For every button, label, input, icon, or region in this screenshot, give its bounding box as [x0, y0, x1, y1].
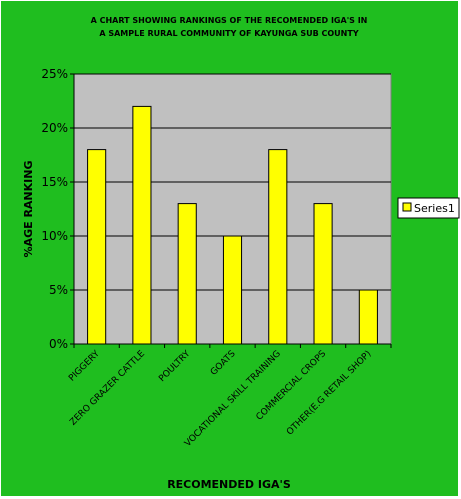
y-tick-label: 20%: [41, 121, 68, 135]
bar: [313, 203, 333, 345]
bar: [358, 289, 378, 345]
y-tick-label: 15%: [41, 175, 68, 189]
bar: [87, 149, 107, 345]
bar: [132, 105, 152, 345]
chart-title: A CHART SHOWING RANKINGS OF THE RECOMEND…: [91, 16, 368, 25]
legend-label-series1: Series1: [414, 202, 455, 215]
y-tick-labels: 0% 5% 10% 15% 20% 25%: [41, 67, 74, 351]
bar: [177, 203, 197, 345]
bar: [222, 235, 243, 345]
legend: Series1: [397, 197, 460, 219]
y-tick-label: 10%: [41, 229, 68, 243]
legend-swatch: [402, 202, 412, 212]
y-tick-label: 0%: [49, 337, 68, 351]
chart-subtitle: A SAMPLE RURAL COMMUNITY OF KAYUNGA SUB …: [99, 29, 358, 38]
x-axis-title: RECOMENDED IGA'S: [167, 478, 291, 491]
legend-box: [397, 197, 460, 219]
bar-series: [87, 105, 378, 345]
y-axis-title: %AGE RANKING: [22, 161, 35, 258]
y-tick-label: 25%: [41, 67, 68, 81]
y-tick-label: 5%: [49, 283, 68, 297]
bar: [268, 149, 288, 345]
